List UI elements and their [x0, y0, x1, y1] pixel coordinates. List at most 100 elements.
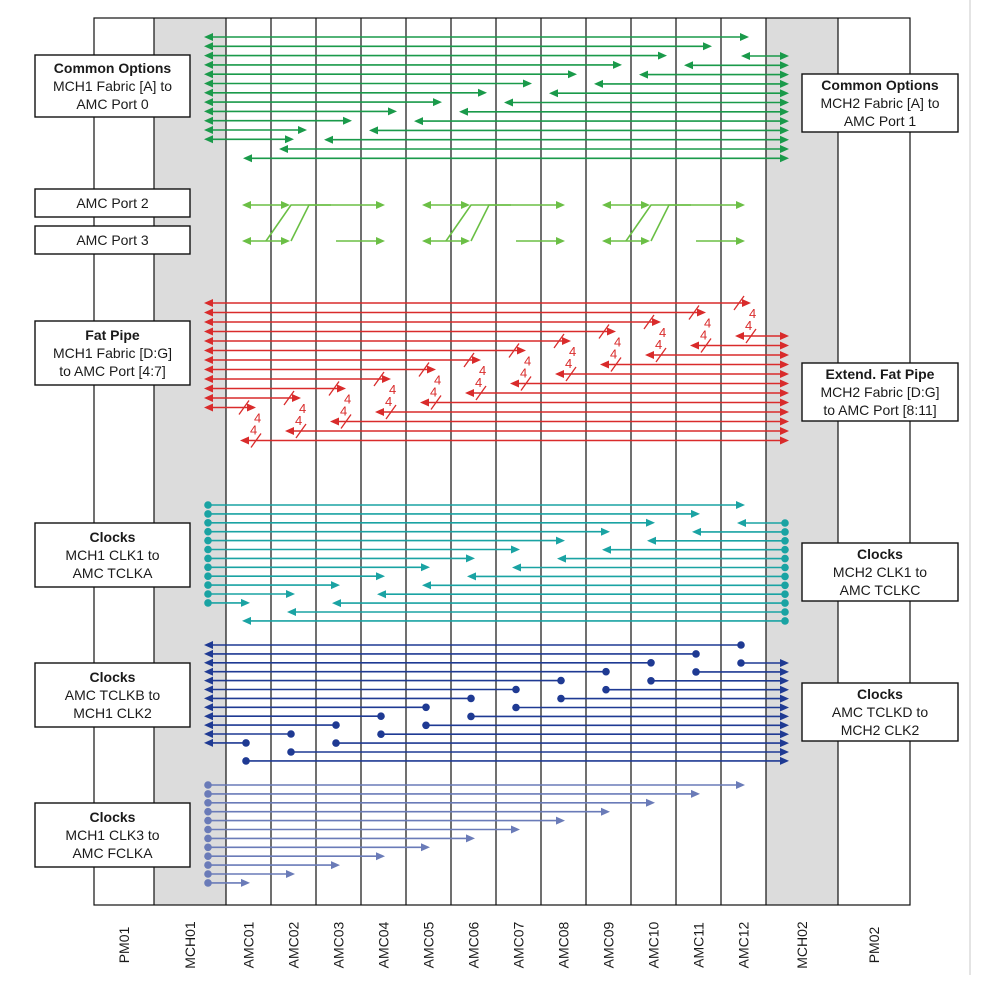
arrowhead: [692, 527, 701, 536]
bus-width-label: 4: [340, 404, 347, 419]
label-box-title: Clocks: [857, 686, 903, 702]
arrowhead-right: [388, 107, 397, 116]
arrowhead-right: [742, 299, 751, 307]
label-box-frame: [34, 522, 191, 588]
arrowhead: [242, 237, 251, 245]
bus-slash: [295, 423, 307, 439]
arrowhead-right: [780, 427, 789, 435]
arrowhead: [512, 563, 521, 572]
arrowhead-left: [204, 42, 213, 51]
bus-width-label: 4: [295, 413, 302, 428]
arrowhead-right: [337, 384, 346, 393]
slot-labels: PM01 MCH01 AMC01 AMC02 AMC03 AMC04 AMC05 AMC06 A…: [116, 921, 882, 969]
label-box-title: Clocks: [857, 546, 903, 562]
slot-label-amc08: AMC08: [556, 921, 572, 968]
arrowhead: [602, 201, 611, 209]
arrowhead-right: [780, 332, 789, 340]
arrowhead-right: [562, 337, 571, 345]
label-box-title: Common Options: [821, 77, 939, 93]
bus-width-label: 4: [479, 363, 486, 378]
arrowhead: [780, 712, 789, 721]
arrowhead: [466, 834, 475, 843]
label-box-frame: [34, 54, 191, 118]
arrowhead-left: [735, 332, 744, 340]
arrowhead: [242, 616, 251, 625]
arrowhead: [287, 608, 296, 616]
arrowhead-left: [204, 107, 213, 116]
arrowhead-right: [780, 360, 789, 369]
label-box-line: MCH1 CLK2: [73, 705, 152, 721]
arrowhead-left: [204, 51, 213, 60]
arrowhead-left: [204, 327, 213, 336]
label-box-clocks-mch2-clk1: Clocks MCH2 CLK1 to AMC TCLKC: [801, 542, 959, 602]
arrowhead-right: [703, 42, 712, 51]
slot-label-mch02: MCH02: [794, 921, 810, 969]
arrowhead-left: [465, 389, 474, 397]
label-box-frame: [801, 682, 959, 742]
arrowhead-left: [204, 365, 213, 374]
bus-slash: [385, 404, 397, 420]
arrowhead-left: [504, 98, 513, 107]
bus-width-label: 4: [610, 347, 617, 362]
arrowhead: [281, 201, 290, 209]
arrowhead: [556, 816, 565, 825]
arrowhead: [780, 756, 789, 765]
arrowhead-left: [324, 135, 333, 144]
port-crossover-line: [445, 204, 511, 242]
label-box-line: MCH2 CLK2: [841, 722, 920, 738]
arrowhead-left: [204, 403, 213, 412]
bus-slash: [745, 328, 757, 344]
arrowhead: [737, 519, 746, 527]
mch-slot-shade: [154, 18, 226, 905]
arrowhead: [646, 518, 655, 527]
arrowhead-left: [204, 126, 213, 134]
arrowhead: [204, 676, 213, 685]
arrowhead: [736, 781, 745, 789]
arrowhead: [780, 667, 789, 676]
arrowhead: [376, 201, 385, 209]
label-box-frame: [34, 225, 191, 255]
arrowhead-right: [780, 126, 789, 135]
arrowhead: [641, 237, 650, 245]
arrowhead-right: [523, 79, 532, 88]
arrowhead: [204, 685, 213, 694]
arrowhead-right: [780, 70, 789, 79]
arrowhead-left: [204, 88, 213, 97]
arrowhead-left: [204, 384, 213, 393]
arrowhead-left: [204, 116, 213, 125]
arrowhead-left: [690, 341, 699, 350]
label-box-line: AMC TCLKC: [840, 582, 921, 598]
label-box-line: AMC TCLKB to: [65, 687, 161, 703]
bus-width-label: 4: [614, 335, 621, 350]
arrowhead: [286, 590, 295, 598]
slot-label-amc06: AMC06: [466, 921, 482, 968]
arrowhead: [557, 554, 566, 563]
bus-slash: [610, 357, 622, 372]
arrowhead-right: [613, 60, 622, 69]
arrowhead: [331, 861, 340, 870]
label-box-clocks-mch1-clk1: Clocks MCH1 CLK1 to AMC TCLKA: [34, 522, 191, 588]
arrowhead-right: [780, 341, 789, 350]
arrowhead: [241, 598, 250, 607]
arrowhead-left: [375, 408, 384, 416]
arrowhead: [461, 201, 470, 209]
bus-width-label: 4: [344, 392, 351, 407]
bus-slash: [475, 385, 487, 401]
arrowhead: [780, 739, 789, 748]
label-box-line: to AMC Port [8:11]: [823, 402, 936, 418]
label-box-line: AMC Port 0: [76, 96, 149, 112]
arrowhead-left: [204, 356, 213, 364]
bus-width-label: 4: [524, 354, 531, 369]
arrowhead: [204, 730, 213, 738]
port-crossover-line: [650, 204, 741, 242]
arrowhead: [204, 721, 213, 730]
label-box-line: AMC TCLKA: [73, 565, 154, 581]
arrowhead: [691, 789, 700, 798]
arrowhead-right: [780, 154, 789, 163]
arrowhead-right: [433, 98, 442, 107]
arrowhead-right: [780, 145, 789, 153]
label-box-frame: [801, 362, 959, 422]
arrowhead: [467, 572, 476, 581]
bus-slash: [430, 395, 442, 410]
arrowhead: [556, 237, 565, 245]
